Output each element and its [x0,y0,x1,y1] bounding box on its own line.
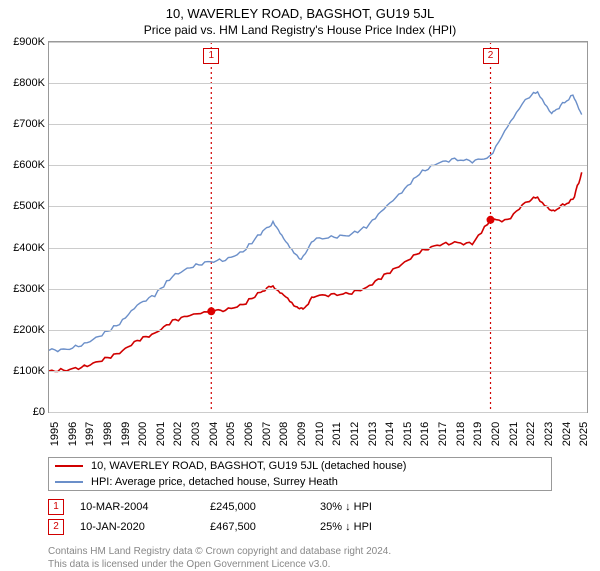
x-axis-label: 2016 [419,422,431,446]
footer-line-1: Contains HM Land Registry data © Crown c… [48,545,552,558]
x-axis-label: 1996 [67,422,79,446]
y-axis-label: £400K [13,242,45,254]
y-axis-label: £500K [13,200,45,212]
sale-marker-box: 1 [48,499,64,515]
x-axis-label: 1999 [120,422,132,446]
footer-copyright: Contains HM Land Registry data © Crown c… [48,545,552,571]
sale-marker-box: 2 [48,519,64,535]
x-axis-label: 2020 [490,422,502,446]
x-axis-label: 2018 [455,422,467,446]
y-axis-label: £700K [13,118,45,130]
x-axis-label: 2017 [437,422,449,446]
chart-legend: 10, WAVERLEY ROAD, BAGSHOT, GU19 5JL (de… [48,457,552,491]
x-axis-label: 2014 [384,422,396,446]
x-axis-label: 2005 [225,422,237,446]
x-axis-label: 2000 [137,422,149,446]
sale-row: 1 10-MAR-2004£245,00030% ↓ HPI [48,497,552,517]
x-axis-label: 2003 [190,422,202,446]
sale-marker-1: 1 [203,48,219,64]
sale-pct-vs-hpi: 30% ↓ HPI [320,501,372,513]
sale-price: £467,500 [210,521,320,533]
legend-swatch [55,481,83,483]
sales-table: 1 10-MAR-2004£245,00030% ↓ HPI 2 10-JAN-202… [48,497,552,537]
x-axis-label: 2009 [296,422,308,446]
sale-row: 2 10-JAN-2020£467,50025% ↓ HPI [48,517,552,537]
chart-svg [49,42,587,412]
x-axis-label: 2012 [349,422,361,446]
x-axis-label: 1995 [49,422,61,446]
sale-date: 10-MAR-2004 [80,501,210,513]
x-axis-label: 1998 [102,422,114,446]
x-axis-label: 2015 [402,422,414,446]
legend-swatch [55,465,83,467]
y-axis-label: £0 [33,406,45,418]
x-axis-label: 2021 [508,422,520,446]
x-axis-label: 2013 [367,422,379,446]
x-axis-label: 2011 [331,422,343,446]
x-axis-label: 2001 [155,422,167,446]
sale-marker-2: 2 [483,48,499,64]
x-axis-label: 2007 [261,422,273,446]
x-axis-label: 2024 [561,422,573,446]
y-axis-label: £200K [13,324,45,336]
chart-title: 10, WAVERLEY ROAD, BAGSHOT, GU19 5JL [0,0,600,21]
chart-subtitle: Price paid vs. HM Land Registry's House … [0,21,600,41]
y-axis-label: £800K [13,77,45,89]
x-axis-label: 2008 [278,422,290,446]
x-axis-label: 1997 [84,422,96,446]
x-axis-label: 2002 [172,422,184,446]
y-axis-label: £900K [13,36,45,48]
legend-item: HPI: Average price, detached house, Surr… [49,474,551,490]
sale-price: £245,000 [210,501,320,513]
legend-item: 10, WAVERLEY ROAD, BAGSHOT, GU19 5JL (de… [49,458,551,474]
chart-plot-area: £0£100K£200K£300K£400K£500K£600K£700K£80… [48,41,588,413]
legend-label: HPI: Average price, detached house, Surr… [91,476,338,488]
x-axis-label: 2010 [314,422,326,446]
x-axis-label: 2019 [472,422,484,446]
x-axis-label: 2022 [525,422,537,446]
sale-pct-vs-hpi: 25% ↓ HPI [320,521,372,533]
x-axis-label: 2006 [243,422,255,446]
y-axis-label: £600K [13,159,45,171]
y-axis-label: £300K [13,283,45,295]
sale-date: 10-JAN-2020 [80,521,210,533]
x-axis-label: 2025 [578,422,590,446]
x-axis-label: 2023 [543,422,555,446]
x-axis-label: 2004 [208,422,220,446]
legend-label: 10, WAVERLEY ROAD, BAGSHOT, GU19 5JL (de… [91,460,406,472]
y-axis-label: £100K [13,365,45,377]
